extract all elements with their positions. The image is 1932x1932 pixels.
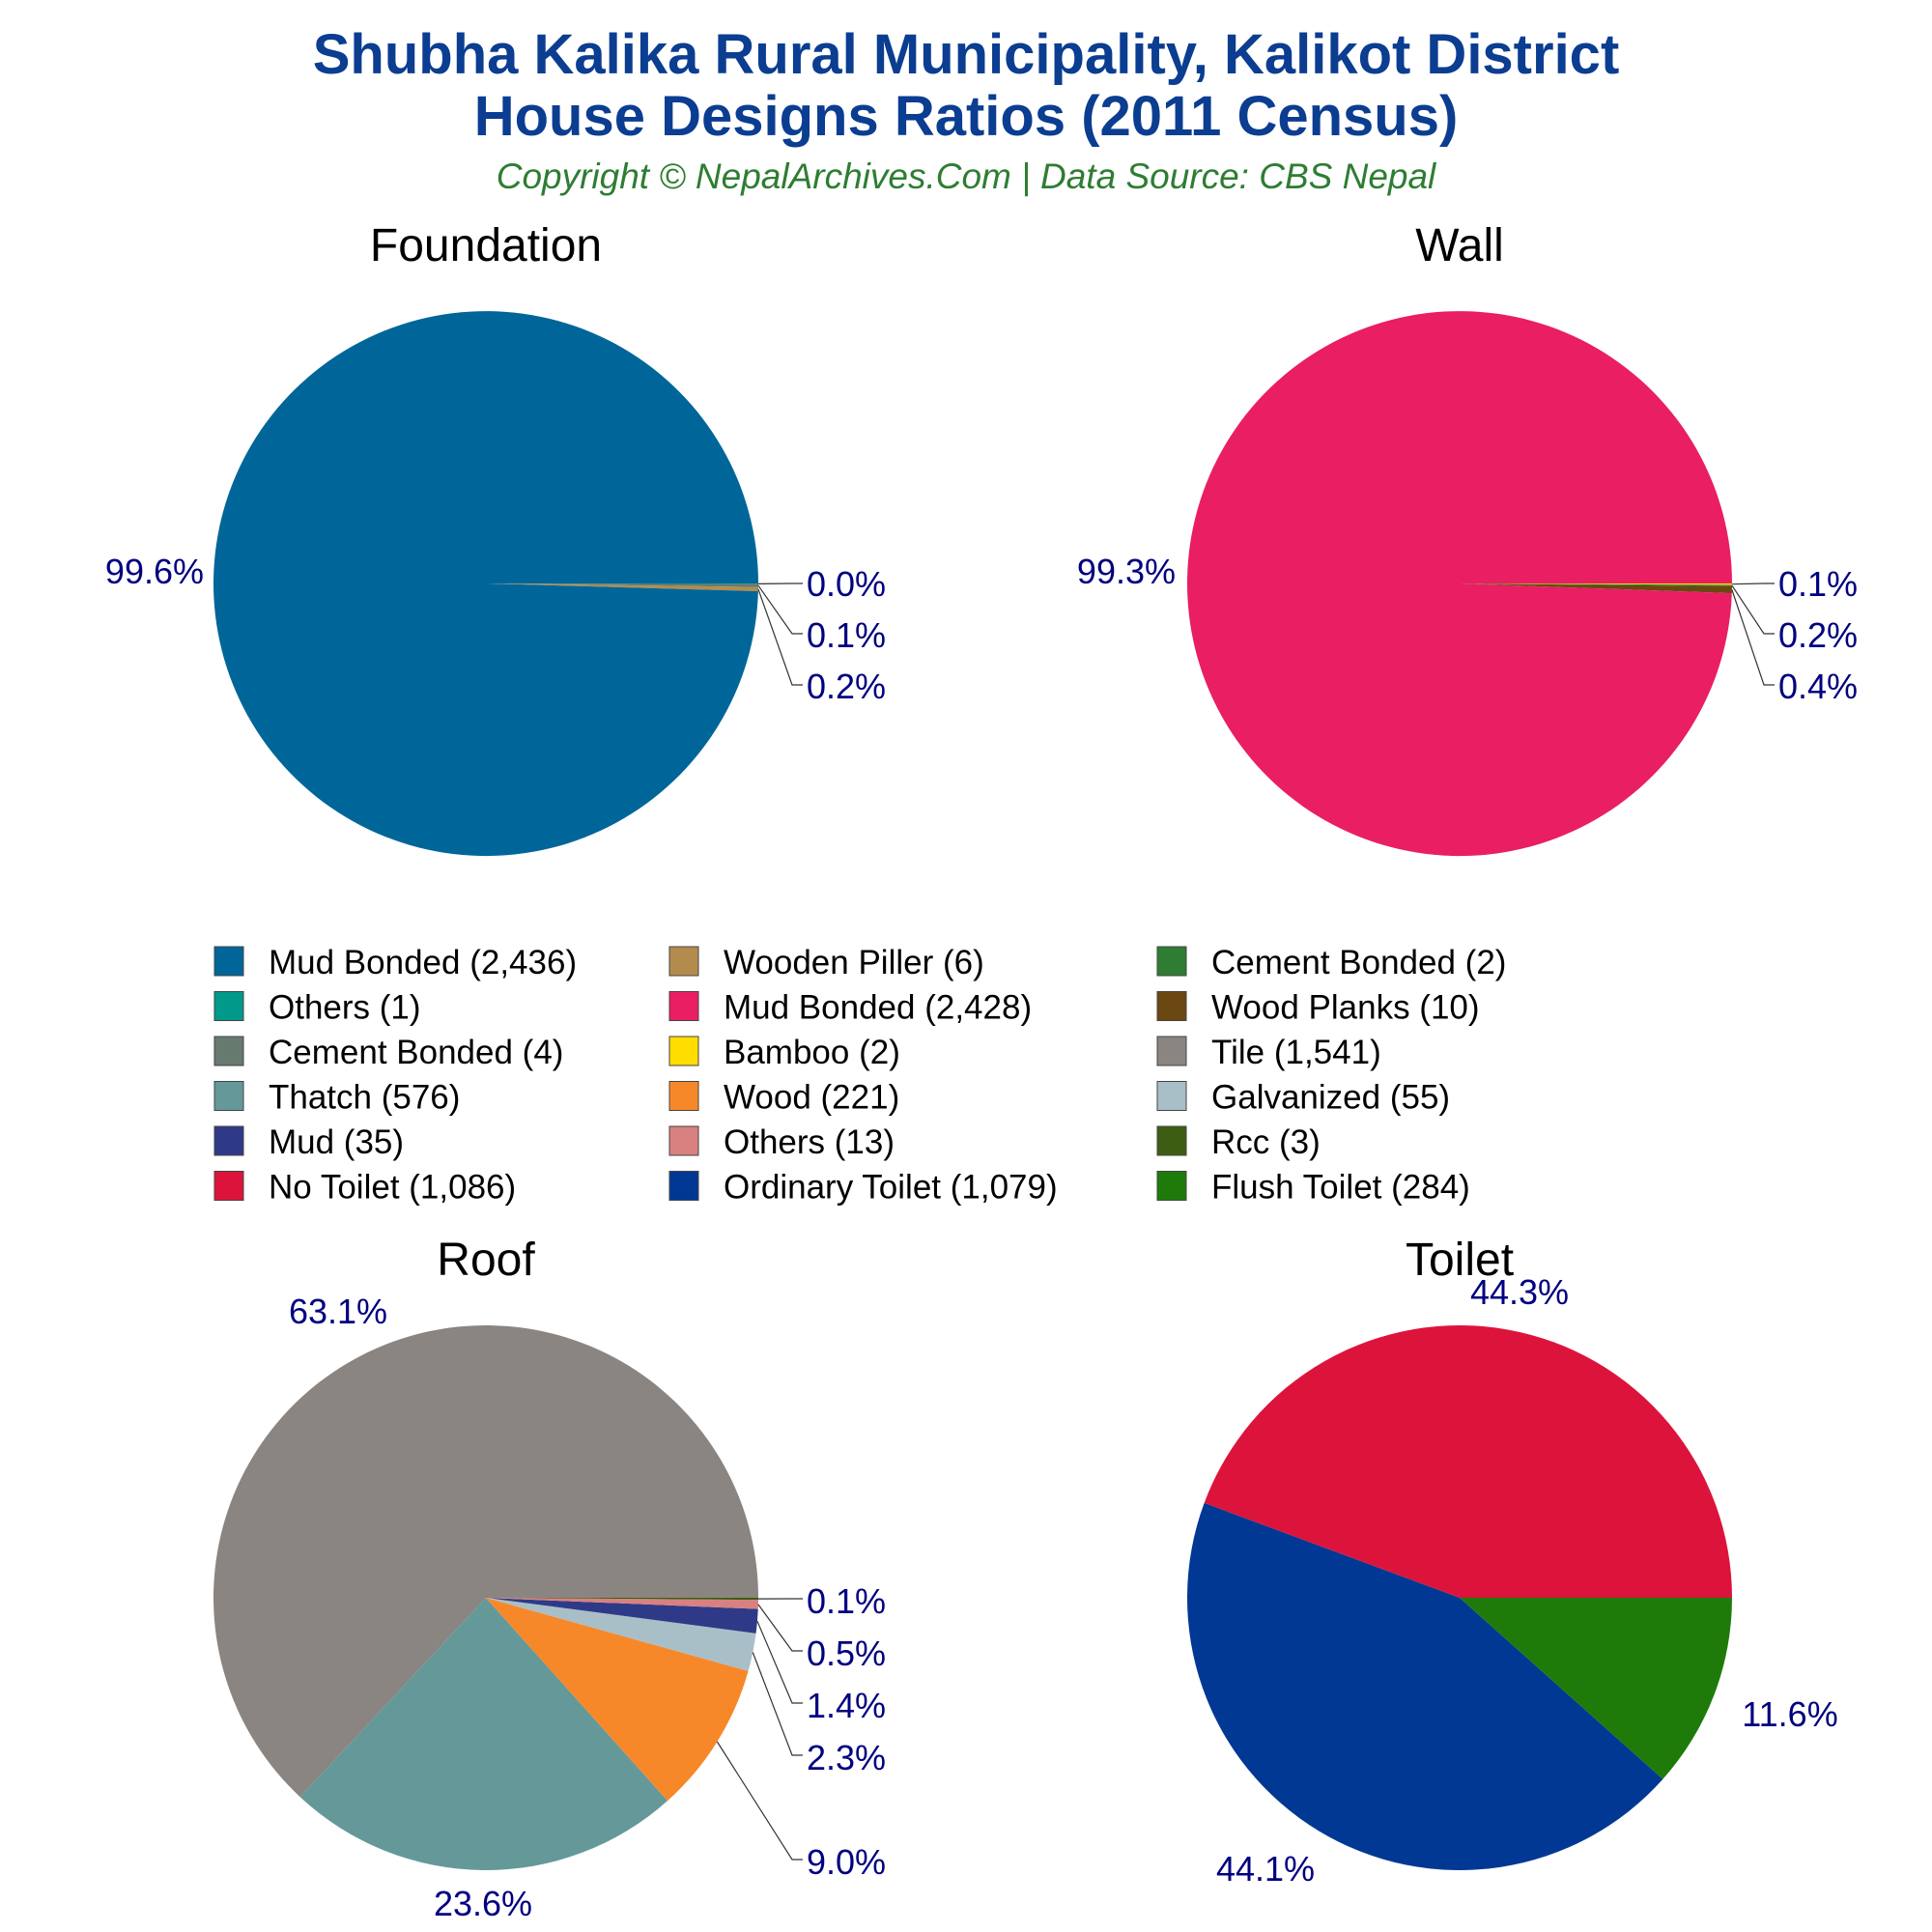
slice-percent-label: 0.1% bbox=[1778, 564, 1858, 604]
pie-slice bbox=[1460, 583, 1732, 594]
slice-percent-label: 0.2% bbox=[1778, 615, 1858, 655]
pie-slice bbox=[1187, 1502, 1663, 1871]
legend-label: Galvanized (55) bbox=[1211, 1079, 1450, 1117]
legend-label: Cement Bonded (4) bbox=[269, 1034, 563, 1071]
slice-percent-label: 0.1% bbox=[807, 1581, 886, 1621]
pie-slice bbox=[486, 1598, 756, 1671]
slice-percent-label: 99.3% bbox=[1077, 552, 1176, 591]
slice-percent-label: 0.2% bbox=[807, 667, 886, 706]
chart-subtitle: Copyright © NepalArchives.Com | Data Sou… bbox=[496, 156, 1436, 196]
legend-label: Thatch (576) bbox=[269, 1079, 460, 1117]
legend-swatch bbox=[1156, 1036, 1187, 1066]
slice-percent-label: 99.6% bbox=[105, 552, 204, 591]
slice-percent-label: 1.4% bbox=[807, 1686, 886, 1725]
pie-slice bbox=[486, 1598, 749, 1802]
leader-line bbox=[756, 1621, 803, 1704]
pie-slice bbox=[486, 1598, 758, 1634]
chart-title: Shubha Kalika Rural Municipality, Kaliko… bbox=[312, 23, 1620, 86]
legend-swatch bbox=[1156, 1081, 1187, 1111]
pie-title: Wall bbox=[1415, 220, 1504, 271]
slice-percent-label: 0.5% bbox=[807, 1634, 886, 1673]
pie-slice bbox=[486, 1598, 758, 1601]
leader-line bbox=[716, 1741, 803, 1861]
legend-swatch bbox=[213, 991, 244, 1021]
legend-swatch bbox=[668, 1081, 699, 1111]
leader-line bbox=[757, 588, 803, 686]
legend-swatch bbox=[213, 1125, 244, 1156]
legend-swatch bbox=[1156, 991, 1187, 1021]
legend-swatch bbox=[1156, 1125, 1187, 1156]
legend-swatch bbox=[213, 946, 244, 977]
pie-slice bbox=[1460, 583, 1733, 585]
legend-swatch bbox=[213, 1081, 244, 1111]
legend-swatch bbox=[668, 946, 699, 977]
leader-line bbox=[1731, 582, 1775, 585]
legend-swatch bbox=[1156, 1171, 1187, 1201]
legend-swatch bbox=[668, 991, 699, 1021]
legend-label: Wooden Piller (6) bbox=[724, 944, 984, 981]
leader-line bbox=[1731, 584, 1775, 635]
legend-swatch bbox=[668, 1036, 699, 1066]
pie-slice bbox=[486, 583, 758, 587]
pie-slice bbox=[299, 1598, 668, 1870]
slice-percent-label: 23.6% bbox=[434, 1884, 532, 1923]
legend-swatch bbox=[213, 1171, 244, 1201]
leader-line bbox=[1731, 589, 1775, 686]
legend-label: Cement Bonded (2) bbox=[1211, 944, 1506, 981]
legend-swatch bbox=[668, 1125, 699, 1156]
legend-label: Others (1) bbox=[269, 989, 421, 1027]
legend-label: Tile (1,541) bbox=[1211, 1034, 1381, 1071]
slice-percent-label: 11.6% bbox=[1742, 1694, 1837, 1734]
legend-label: Ordinary Toilet (1,079) bbox=[724, 1169, 1058, 1207]
pie-title: Toilet bbox=[1406, 1235, 1514, 1286]
pie-slice bbox=[1186, 311, 1732, 857]
legend-swatch bbox=[1156, 946, 1187, 977]
legend-label: Mud Bonded (2,428) bbox=[724, 989, 1032, 1027]
pie-slice bbox=[213, 1324, 758, 1798]
legend-label: Flush Toilet (284) bbox=[1211, 1169, 1470, 1207]
slice-percent-label: 0.0% bbox=[807, 564, 886, 604]
pie-slice bbox=[1204, 1325, 1732, 1598]
pie-title: Roof bbox=[437, 1235, 535, 1286]
slice-percent-label: 63.1% bbox=[289, 1292, 387, 1331]
slice-percent-label: 0.1% bbox=[807, 615, 886, 655]
slice-percent-label: 2.3% bbox=[807, 1738, 886, 1777]
legend-label: Wood Planks (10) bbox=[1211, 989, 1480, 1027]
legend-label: Bamboo (2) bbox=[724, 1034, 900, 1071]
pie-slice bbox=[213, 311, 758, 857]
legend-label: Mud (35) bbox=[269, 1123, 404, 1161]
legend-label: No Toilet (1,086) bbox=[269, 1169, 516, 1207]
pie-slice bbox=[486, 583, 759, 584]
legend-swatch bbox=[668, 1171, 699, 1201]
slice-percent-label: 0.4% bbox=[1778, 667, 1858, 706]
leader-line bbox=[752, 1652, 803, 1756]
slice-percent-label: 44.1% bbox=[1216, 1849, 1315, 1889]
legend-label: Wood (221) bbox=[724, 1079, 899, 1117]
pie-slice bbox=[486, 1598, 758, 1609]
pie-slice bbox=[1460, 583, 1732, 586]
pie-slice bbox=[486, 583, 758, 591]
pie-slice bbox=[1460, 1598, 1732, 1779]
leader-line bbox=[757, 1604, 803, 1652]
legend-label: Mud Bonded (2,436) bbox=[269, 944, 577, 981]
legend-label: Rcc (3) bbox=[1211, 1123, 1321, 1161]
chart-title-line2: House Designs Ratios (2011 Census) bbox=[473, 85, 1459, 148]
pie-title: Foundation bbox=[370, 220, 602, 271]
slice-percent-label: 44.3% bbox=[1470, 1272, 1569, 1312]
legend-swatch bbox=[213, 1036, 244, 1066]
leader-line bbox=[757, 584, 803, 635]
slice-percent-label: 9.0% bbox=[807, 1842, 886, 1882]
legend-label: Others (13) bbox=[724, 1123, 895, 1161]
